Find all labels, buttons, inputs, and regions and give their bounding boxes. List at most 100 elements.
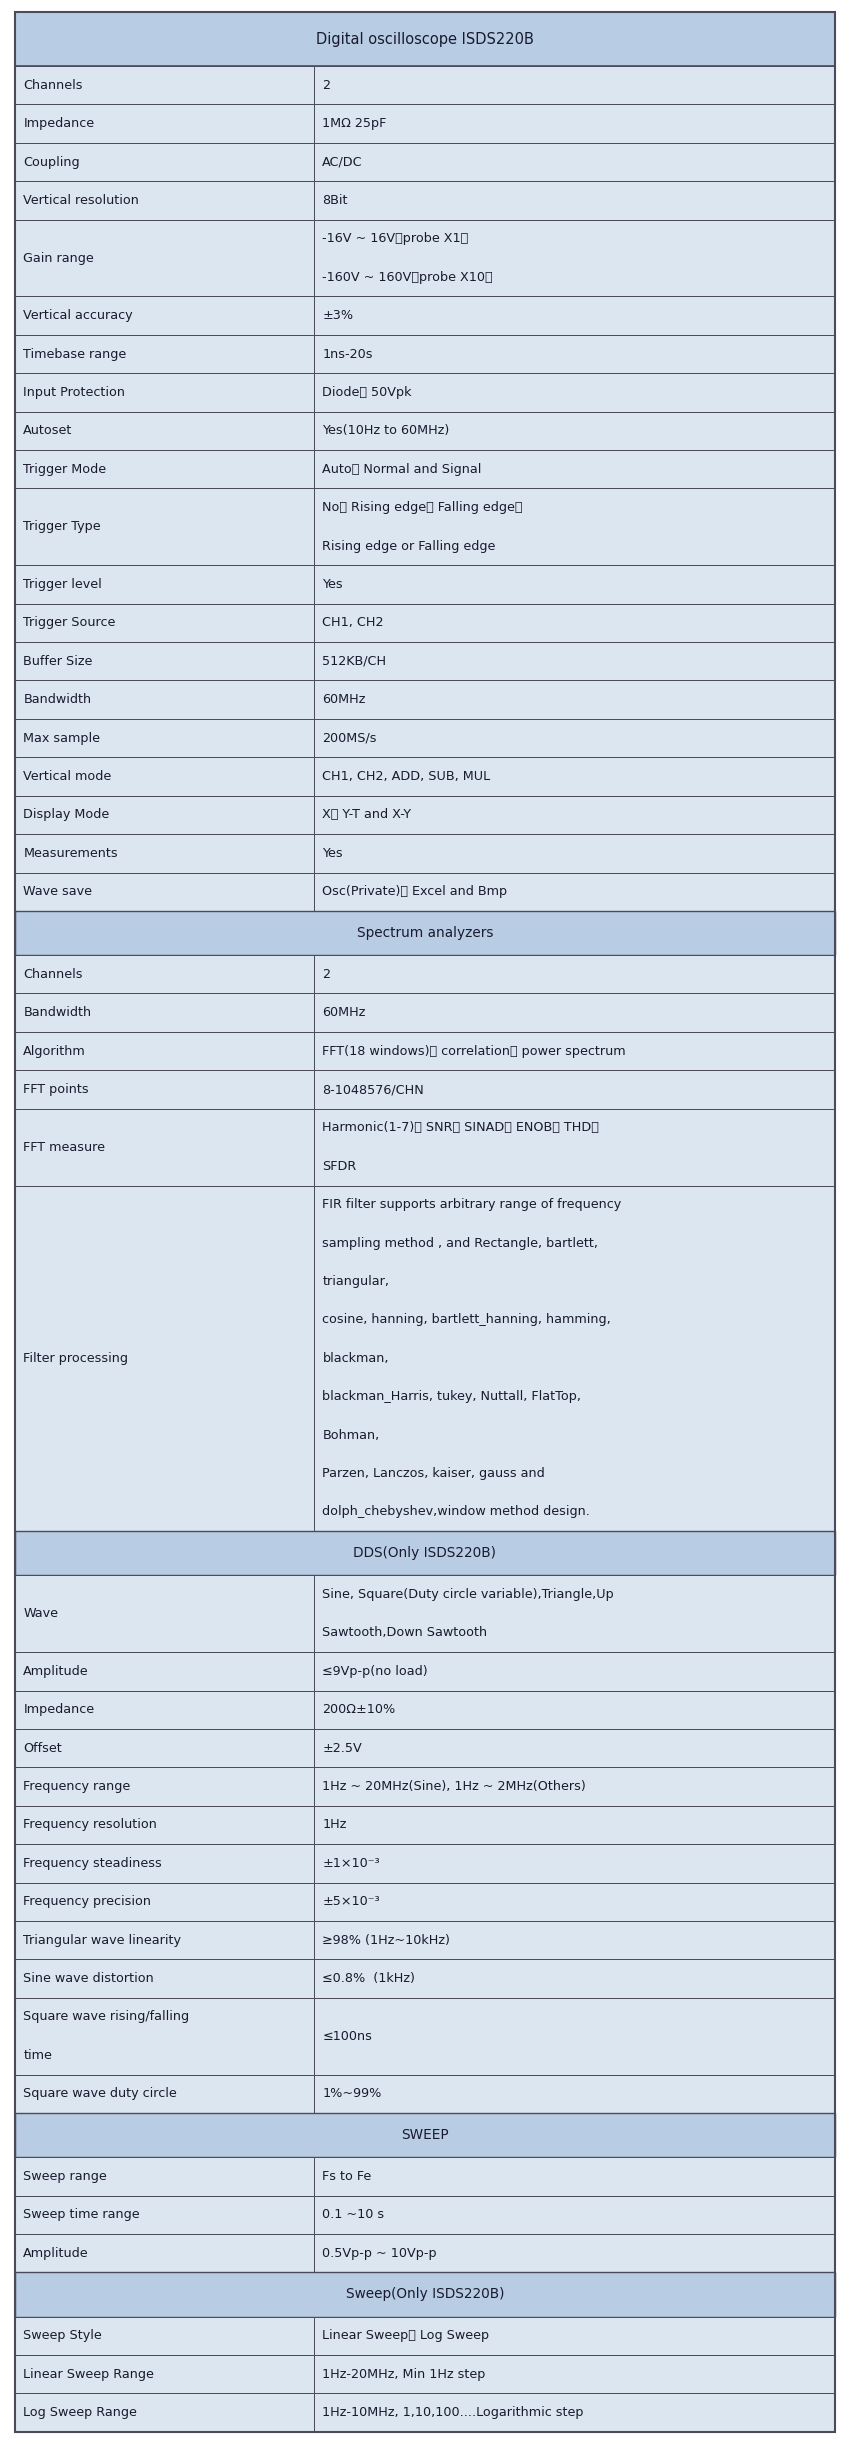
Text: Osc(Private)、 Excel and Bmp: Osc(Private)、 Excel and Bmp — [322, 885, 507, 899]
Text: CH1, CH2, ADD, SUB, MUL: CH1, CH2, ADD, SUB, MUL — [322, 770, 490, 782]
Text: 8Bit: 8Bit — [322, 193, 348, 208]
Text: Diode， 50Vpk: Diode， 50Vpk — [322, 386, 412, 398]
Bar — [15, 2114, 835, 2158]
Bar — [314, 1997, 835, 2075]
Bar — [15, 1845, 314, 1882]
Text: Wave save: Wave save — [23, 885, 93, 899]
Bar — [15, 2195, 314, 2234]
Bar — [15, 1031, 314, 1070]
Text: Gain range: Gain range — [23, 252, 94, 264]
Text: Linear Sweep、 Log Sweep: Linear Sweep、 Log Sweep — [322, 2329, 490, 2341]
Text: ±5×10⁻³: ±5×10⁻³ — [322, 1894, 380, 1909]
Text: ±2.5V: ±2.5V — [322, 1743, 362, 1755]
Text: SWEEP: SWEEP — [401, 2129, 449, 2141]
Text: X、 Y-T and X-Y: X、 Y-T and X-Y — [322, 809, 411, 821]
Bar — [314, 2158, 835, 2195]
Text: ±1×10⁻³: ±1×10⁻³ — [322, 1857, 380, 1870]
Bar — [15, 489, 314, 565]
Text: AC/DC: AC/DC — [322, 156, 363, 169]
Bar — [15, 1576, 314, 1652]
Bar — [314, 2075, 835, 2114]
Bar — [314, 719, 835, 758]
Text: FFT points: FFT points — [23, 1083, 89, 1095]
Text: Digital oscilloscope ISDS220B: Digital oscilloscope ISDS220B — [316, 32, 534, 46]
Bar — [15, 1728, 314, 1767]
Bar — [314, 105, 835, 142]
Bar — [15, 758, 314, 797]
Bar — [15, 2158, 314, 2195]
Bar — [15, 2234, 314, 2273]
Text: -16V ~ 16V（probe X1）: -16V ~ 16V（probe X1） — [322, 232, 468, 244]
Text: Sawtooth,Down Sawtooth: Sawtooth,Down Sawtooth — [322, 1625, 488, 1640]
Bar — [314, 797, 835, 833]
Text: Bohman,: Bohman, — [322, 1430, 380, 1442]
Bar — [15, 374, 314, 411]
Bar — [15, 220, 314, 296]
Bar — [314, 1031, 835, 1070]
Text: cosine, hanning, bartlett_hanning, hamming,: cosine, hanning, bartlett_hanning, hammi… — [322, 1312, 611, 1327]
Bar — [314, 604, 835, 643]
Text: Trigger Type: Trigger Type — [23, 521, 101, 533]
Text: Parzen, Lanczos, kaiser, gauss and: Parzen, Lanczos, kaiser, gauss and — [322, 1466, 545, 1481]
Bar — [314, 565, 835, 604]
Text: Input Protection: Input Protection — [23, 386, 125, 398]
Bar — [15, 679, 314, 719]
Text: FIR filter supports arbitrary range of frequency: FIR filter supports arbitrary range of f… — [322, 1198, 621, 1212]
Text: Autoset: Autoset — [23, 425, 72, 437]
Bar — [15, 833, 314, 873]
Bar — [15, 411, 314, 450]
Bar — [314, 66, 835, 105]
Bar — [314, 335, 835, 374]
Text: Sweep time range: Sweep time range — [23, 2209, 140, 2222]
Bar — [314, 1185, 835, 1530]
Bar — [15, 12, 835, 66]
Bar — [15, 2393, 314, 2432]
Bar — [15, 1185, 314, 1530]
Text: 60MHz: 60MHz — [322, 1007, 366, 1019]
Bar — [15, 66, 314, 105]
Text: 2: 2 — [322, 968, 331, 980]
Text: ≤0.8%  (1kHz): ≤0.8% (1kHz) — [322, 1972, 416, 1985]
Bar — [15, 335, 314, 374]
Bar — [314, 181, 835, 220]
Text: Trigger Mode: Trigger Mode — [23, 462, 106, 477]
Text: 1Hz: 1Hz — [322, 1818, 347, 1831]
Text: -160V ~ 160V（probe X10）: -160V ~ 160V（probe X10） — [322, 271, 493, 284]
Text: Sweep Style: Sweep Style — [23, 2329, 102, 2341]
Text: Wave: Wave — [23, 1608, 59, 1620]
Bar — [314, 679, 835, 719]
Text: 1Hz-20MHz, Min 1Hz step: 1Hz-20MHz, Min 1Hz step — [322, 2368, 485, 2380]
Text: 1ns-20s: 1ns-20s — [322, 347, 373, 362]
Text: Frequency precision: Frequency precision — [23, 1894, 151, 1909]
Bar — [15, 873, 314, 912]
Text: Sweep range: Sweep range — [23, 2170, 107, 2182]
Bar — [314, 1921, 835, 1960]
Text: Vertical accuracy: Vertical accuracy — [23, 308, 133, 323]
Text: DDS(Only ISDS220B): DDS(Only ISDS220B) — [354, 1547, 496, 1559]
Bar — [15, 565, 314, 604]
Text: Algorithm: Algorithm — [23, 1044, 86, 1058]
Bar — [314, 2393, 835, 2432]
Bar — [15, 105, 314, 142]
Text: blackman,: blackman, — [322, 1352, 389, 1364]
Text: 60MHz: 60MHz — [322, 694, 366, 706]
Text: ≤9Vp-p(no load): ≤9Vp-p(no load) — [322, 1664, 428, 1679]
Text: FFT measure: FFT measure — [23, 1141, 105, 1154]
Bar — [15, 797, 314, 833]
Bar — [15, 2317, 314, 2356]
Text: Sweep(Only ISDS220B): Sweep(Only ISDS220B) — [346, 2288, 504, 2302]
Bar — [314, 833, 835, 873]
Text: Harmonic(1-7)、 SNR、 SINAD、 ENOB、 THD、: Harmonic(1-7)、 SNR、 SINAD、 ENOB、 THD、 — [322, 1122, 599, 1134]
Text: Amplitude: Amplitude — [23, 1664, 89, 1679]
Text: 2: 2 — [322, 78, 331, 93]
Text: Frequency steadiness: Frequency steadiness — [23, 1857, 162, 1870]
Bar — [15, 719, 314, 758]
Bar — [15, 1652, 314, 1691]
Bar — [15, 912, 835, 956]
Text: 200Ω±10%: 200Ω±10% — [322, 1703, 395, 1716]
Bar — [15, 1767, 314, 1806]
Text: Impedance: Impedance — [23, 1703, 94, 1716]
Bar — [15, 1806, 314, 1845]
Text: Yes(10Hz to 60MHz): Yes(10Hz to 60MHz) — [322, 425, 450, 437]
Text: Display Mode: Display Mode — [23, 809, 110, 821]
